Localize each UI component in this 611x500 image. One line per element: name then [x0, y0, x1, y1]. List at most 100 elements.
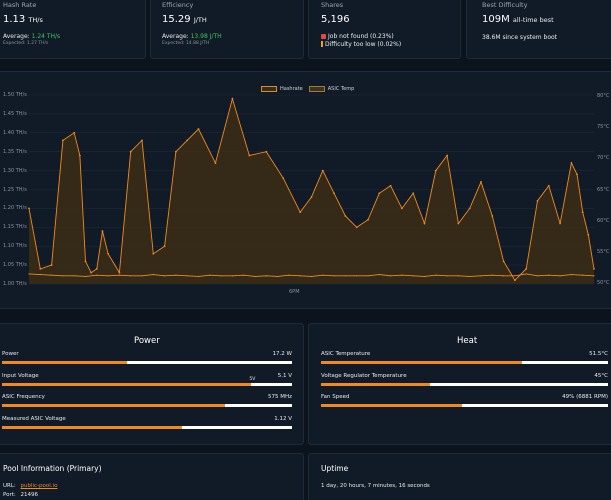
hashrate-expected: Expected: 1.27 TH/s [3, 41, 49, 46]
y-left-tick: 1.10 TH/s [3, 243, 27, 250]
legend-swatch-temp [308, 86, 325, 92]
efficiency-unit: J/TH [193, 16, 207, 24]
pool-port-value: 21496 [20, 492, 39, 498]
efficiency-value: 15.29 J/TH [162, 14, 207, 25]
shares-error-job: Job not found (0.23%) [321, 33, 394, 40]
efficiency-number: 15.29 [162, 14, 191, 25]
heat-row-value: 51.5°C [589, 351, 608, 357]
best-tail: all-time best [512, 16, 554, 24]
power-row-value: 17.2 W [272, 351, 292, 357]
hashrate-card: Hash Rate 1.13 TH/s Average: 1.24 TH/s E… [0, 0, 146, 59]
power-row-value: 5.1 V [277, 372, 292, 379]
power-progress-bar [2, 361, 292, 364]
y-right-tick: 50°C [597, 280, 610, 286]
efficiency-expected: Expected: 14.88 J/TH [162, 41, 210, 46]
best-number: 109M [482, 14, 510, 25]
avg-value: 1.24 TH/s [31, 33, 61, 40]
best-difficulty-card: Best Difficulty 109M all-time best 38.6M… [466, 0, 611, 59]
y-left-tick: 1.45 TH/s [3, 110, 27, 117]
power-row-label: Measured ASIC Voltage [2, 415, 66, 422]
error1-text: Job not found (0.23%) [328, 33, 394, 40]
warning-icon [321, 41, 323, 47]
pool-port-row: Port: 21496 [3, 492, 38, 498]
heat-progress-fill [321, 404, 462, 407]
avg-value: 13.98 J/TH [190, 33, 222, 40]
y-right-tick: 55°C [597, 248, 610, 255]
uptime-value: 1 day, 20 hours, 7 minutes, 16 seconds [321, 483, 430, 489]
y-right-tick: 65°C [597, 186, 610, 193]
pool-url-label: URL: [3, 483, 16, 489]
power-row-value: 1.12 V [274, 415, 292, 422]
shares-error-diff: Difficulty too low (0.02%) [321, 41, 401, 48]
heat-title: Heat [457, 336, 478, 346]
y-left-tick: 1.40 TH/s [3, 129, 27, 136]
y-right-tick: 80°C [597, 93, 610, 99]
pool-url-link[interactable]: public-pool.io [20, 483, 58, 489]
power-title: Power [134, 336, 160, 346]
hashrate-label: Hash Rate [3, 1, 37, 9]
y-left-tick: 1.30 TH/s [3, 167, 27, 174]
efficiency-label: Efficiency [162, 1, 194, 9]
heat-progress-fill [321, 361, 522, 364]
pool-port-label: Port: [3, 492, 16, 498]
error2-text: Difficulty too low (0.02%) [325, 41, 402, 48]
uptime-card: Uptime 1 day, 20 hours, 7 minutes, 16 se… [308, 453, 611, 500]
y-right-tick: 70°C [597, 155, 610, 162]
shares-label: Shares [321, 1, 344, 9]
y-left-tick: 1.50 TH/s [3, 92, 27, 98]
power-row-label: Input Voltage [2, 372, 39, 379]
power-progress-fill [2, 425, 182, 429]
avg-label: Average: [162, 33, 189, 40]
hashrate-value: 1.13 TH/s [3, 14, 43, 25]
power-row-value: 575 MHz [267, 394, 292, 400]
chart-legend[interactable]: Hashrate ASIC Temp [261, 85, 354, 93]
efficiency-average: Average: 13.98 J/TH [162, 33, 222, 40]
y-left-tick: 1.25 TH/s [3, 186, 27, 193]
y-right-tick: 75°C [597, 124, 610, 131]
heat-row-label: ASIC Temperature [321, 351, 371, 357]
hashrate-average: Average: 1.24 TH/s [3, 33, 60, 40]
heat-progress-bar [321, 404, 608, 407]
efficiency-card: Efficiency 15.29 J/TH Average: 13.98 J/T… [150, 0, 304, 59]
hashrate-chart-card [0, 71, 611, 309]
legend-asic-temp[interactable]: ASIC Temp [327, 86, 355, 92]
y-left-tick: 1.20 TH/s [3, 205, 27, 212]
legend-hashrate[interactable]: Hashrate [280, 86, 303, 92]
hashrate-unit: TH/s [28, 16, 43, 24]
power-row-label: Power [2, 351, 19, 357]
pool-url-row: URL: public-pool.io [3, 483, 57, 489]
best-since-boot: 38.6M since system boot [482, 34, 558, 41]
best-difficulty-value: 109M all-time best [482, 14, 554, 25]
uptime-title: Uptime [321, 464, 349, 473]
pool-title: Pool Information (Primary) [3, 464, 102, 473]
power-progress-fill [2, 361, 127, 364]
heat-progress-bar [321, 382, 608, 386]
y-left-tick: 1.00 TH/s [3, 281, 27, 287]
heat-progress-bar [321, 361, 608, 364]
best-difficulty-label: Best Difficulty [482, 1, 528, 9]
heat-row-label: Fan Speed [321, 394, 350, 400]
y-left-tick: 1.35 TH/s [3, 148, 27, 155]
y-left-tick: 1.05 TH/s [3, 262, 27, 269]
y-right-tick: 60°C [597, 217, 610, 224]
avg-label: Average: [3, 33, 30, 40]
power-row-label: ASIC Frequency [2, 394, 45, 400]
heat-row-label: Voltage Regulator Temperature [321, 372, 407, 379]
power-progress-bar [2, 382, 292, 386]
legend-swatch-hashrate [261, 86, 277, 92]
power-progress-fill [2, 404, 226, 407]
hashrate-number: 1.13 [3, 14, 26, 25]
power-bar-marker: 5V [249, 377, 256, 382]
power-progress-bar [2, 404, 292, 407]
y-left-tick: 1.15 TH/s [3, 224, 27, 231]
shares-card: Shares 5,196 Job not found (0.23%) Diffi… [308, 0, 461, 59]
heat-row-value: 49% (6881 RPM) [562, 394, 608, 400]
heat-progress-fill [321, 382, 431, 386]
power-progress-bar [2, 425, 292, 429]
heat-row-value: 45°C [594, 372, 608, 379]
shares-value: 5,196 [321, 14, 350, 25]
pool-card: Pool Information (Primary) URL: public-p… [0, 453, 304, 500]
error-icon [321, 33, 326, 39]
power-progress-fill [2, 382, 252, 386]
x-axis-label: 6PM [289, 289, 300, 295]
